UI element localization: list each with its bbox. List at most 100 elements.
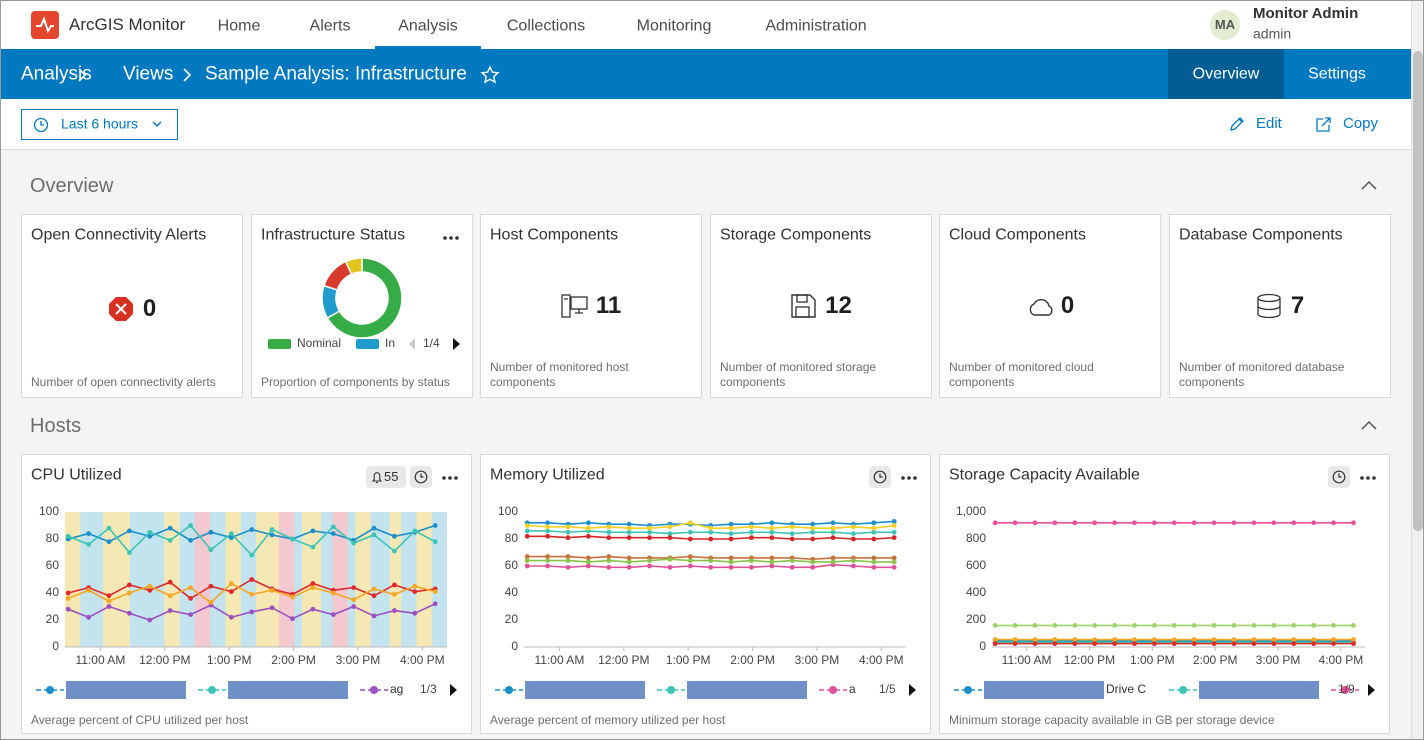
breadcrumb-item: Sample Analysis: Infrastructure: [205, 63, 467, 85]
data-point: [167, 593, 173, 599]
data-point: [392, 591, 397, 597]
alert-band: [225, 512, 241, 647]
history-button[interactable]: [1328, 466, 1350, 488]
x-tick-label: 12:00 PM: [598, 653, 649, 667]
y-tick-label: 0: [52, 639, 59, 653]
copy-icon: [1316, 117, 1331, 132]
data-point: [810, 536, 816, 542]
nav-item[interactable]: Administration: [765, 17, 867, 35]
legend-item[interactable]: ag: [360, 682, 403, 696]
alert-badge[interactable]: 55: [366, 466, 406, 488]
card-title: Cloud Components: [949, 226, 1086, 244]
data-point: [728, 559, 734, 565]
data-point: [228, 531, 234, 536]
data-point: [1291, 637, 1297, 642]
nav-item[interactable]: Home: [217, 17, 261, 35]
data-point: [1231, 623, 1237, 628]
data-point: [86, 531, 92, 536]
legend-item[interactable]: [1331, 686, 1359, 694]
app-logo: [31, 11, 59, 39]
data-point: [432, 539, 438, 545]
more-menu[interactable]: [1359, 475, 1377, 481]
data-point: [1072, 641, 1078, 647]
data-point: [147, 617, 153, 623]
y-tick-label: 400: [966, 585, 986, 599]
card-title: Database Components: [1179, 226, 1343, 244]
data-point: [728, 531, 734, 536]
data-point: [371, 593, 377, 599]
nav-item[interactable]: Alerts: [309, 17, 351, 35]
data-point: [126, 590, 132, 596]
data-point: [1171, 641, 1177, 647]
legend-item[interactable]: [36, 681, 186, 699]
legend-item[interactable]: [495, 681, 645, 699]
tab[interactable]: Settings: [1308, 65, 1366, 83]
data-point: [830, 525, 836, 531]
data-point: [992, 520, 998, 526]
data-point: [891, 529, 897, 535]
breadcrumb-item[interactable]: Analysis: [21, 63, 92, 85]
data-point: [789, 564, 795, 570]
scrollbar-thumb[interactable]: [1413, 51, 1423, 531]
collapse-chevron[interactable]: [1361, 420, 1377, 430]
legend-item[interactable]: Drive C: [954, 681, 1146, 699]
legend-item[interactable]: [198, 681, 348, 699]
card-description: Number of monitored storage components: [720, 360, 877, 389]
data-point: [687, 529, 693, 535]
more-menu[interactable]: [442, 235, 460, 241]
card-value-row: 0: [22, 295, 242, 323]
data-point: [545, 533, 551, 539]
data-point: [851, 531, 856, 536]
legend-marker: [829, 686, 837, 694]
data-point: [871, 525, 877, 531]
nav-item[interactable]: Monitoring: [636, 17, 712, 35]
toolbar-action[interactable]: Copy: [1343, 115, 1379, 132]
x-tick-label: 4:00 PM: [1319, 653, 1364, 667]
favorite-star[interactable]: [480, 65, 500, 85]
data-point: [891, 564, 897, 570]
legend-next: [453, 338, 460, 350]
data-point: [992, 637, 998, 642]
y-tick-label: 800: [966, 531, 986, 545]
edit-icon: [1230, 117, 1244, 131]
time-range-button[interactable]: [21, 109, 178, 140]
more-menu[interactable]: [441, 475, 459, 481]
tab-active: [1168, 49, 1284, 99]
legend-item[interactable]: [1169, 681, 1319, 699]
clock-icon: [414, 470, 428, 484]
data-point: [891, 559, 897, 565]
legend-marker: [1179, 686, 1187, 694]
data-point: [626, 559, 632, 565]
collapse-chevron[interactable]: [1361, 180, 1377, 190]
tab[interactable]: Overview: [1192, 65, 1260, 83]
data-point: [412, 583, 418, 589]
more-menu[interactable]: [900, 475, 918, 481]
breadcrumb-item[interactable]: Views: [123, 63, 174, 85]
alert-band: [278, 512, 295, 647]
legend-item[interactable]: [657, 681, 807, 699]
data-point: [65, 596, 71, 601]
history-button[interactable]: [410, 466, 432, 488]
data-point: [290, 536, 295, 542]
alert-band: [389, 512, 402, 647]
data-point: [126, 610, 132, 616]
data-point: [147, 587, 153, 593]
card-value: 11: [595, 292, 622, 319]
data-point: [188, 596, 193, 601]
toolbar-action[interactable]: Edit: [1256, 115, 1282, 132]
nav-item[interactable]: Collections: [506, 17, 586, 35]
history-button[interactable]: [869, 466, 891, 488]
data-point: [769, 535, 775, 541]
data-point: [565, 535, 571, 541]
data-point: [86, 614, 92, 620]
data-point: [1331, 641, 1336, 647]
data-point: [1052, 520, 1058, 526]
legend-item[interactable]: a: [819, 682, 856, 696]
data-point: [647, 529, 652, 535]
data-point: [65, 590, 71, 596]
x-tick-label: 4:00 PM: [859, 653, 904, 667]
user-avatar[interactable]: MA: [1210, 10, 1240, 40]
nav-item[interactable]: Analysis: [398, 17, 458, 35]
data-point: [585, 563, 591, 569]
card-icon: [1257, 293, 1281, 318]
